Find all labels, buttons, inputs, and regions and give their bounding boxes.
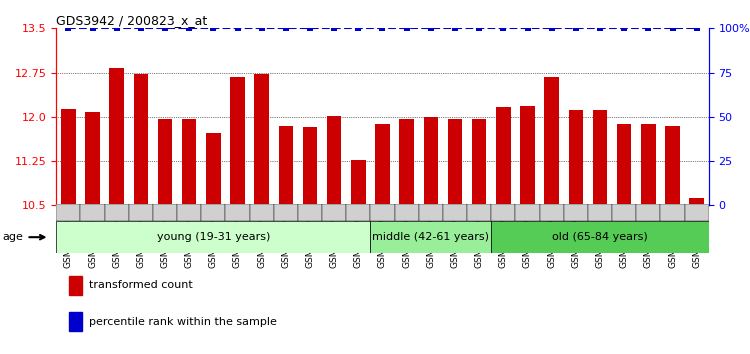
Bar: [226, 204, 250, 221]
Bar: [394, 204, 418, 221]
Bar: [80, 204, 104, 221]
Text: middle (42-61 years): middle (42-61 years): [372, 232, 489, 242]
Bar: [424, 117, 438, 205]
Bar: [298, 204, 322, 221]
Bar: [515, 204, 539, 221]
Bar: [564, 204, 588, 221]
Bar: [278, 126, 293, 205]
Bar: [303, 127, 317, 205]
Bar: [322, 204, 346, 221]
Bar: [400, 119, 414, 205]
Bar: [467, 204, 491, 221]
Bar: [520, 106, 535, 205]
Bar: [491, 204, 515, 221]
Bar: [351, 160, 365, 205]
Bar: [636, 204, 661, 221]
Text: old (65-84 years): old (65-84 years): [552, 232, 648, 242]
Text: young (19-31 years): young (19-31 years): [157, 232, 270, 242]
Bar: [539, 204, 564, 221]
Bar: [612, 204, 636, 221]
Bar: [61, 109, 76, 205]
Bar: [544, 77, 559, 205]
Text: age: age: [3, 232, 44, 242]
Bar: [104, 204, 129, 221]
Bar: [346, 204, 370, 221]
Bar: [685, 204, 709, 221]
Bar: [110, 68, 124, 205]
Bar: [250, 204, 274, 221]
Bar: [129, 204, 153, 221]
Bar: [592, 110, 608, 205]
Bar: [370, 204, 394, 221]
Bar: [158, 119, 172, 205]
Bar: [665, 126, 680, 205]
Bar: [182, 119, 196, 205]
Bar: [206, 133, 220, 205]
Bar: [617, 124, 632, 205]
Bar: [201, 204, 226, 221]
Bar: [375, 124, 390, 205]
Text: GDS3942 / 200823_x_at: GDS3942 / 200823_x_at: [56, 14, 208, 27]
Bar: [496, 107, 511, 205]
Bar: [254, 74, 269, 205]
Bar: [568, 110, 583, 205]
Bar: [86, 112, 100, 205]
Bar: [177, 204, 201, 221]
Bar: [69, 312, 82, 331]
Bar: [274, 204, 298, 221]
Text: percentile rank within the sample: percentile rank within the sample: [88, 316, 277, 326]
Bar: [491, 221, 709, 253]
Text: transformed count: transformed count: [88, 280, 193, 290]
Bar: [153, 204, 177, 221]
Bar: [230, 77, 244, 205]
Bar: [56, 204, 80, 221]
Bar: [588, 204, 612, 221]
Bar: [327, 116, 341, 205]
Bar: [370, 221, 491, 253]
Bar: [134, 74, 148, 205]
Bar: [448, 119, 462, 205]
Bar: [419, 204, 443, 221]
Bar: [56, 221, 370, 253]
Bar: [472, 119, 487, 205]
Bar: [69, 276, 82, 295]
Bar: [641, 124, 656, 205]
Bar: [661, 204, 685, 221]
Bar: [443, 204, 467, 221]
Bar: [689, 198, 704, 205]
